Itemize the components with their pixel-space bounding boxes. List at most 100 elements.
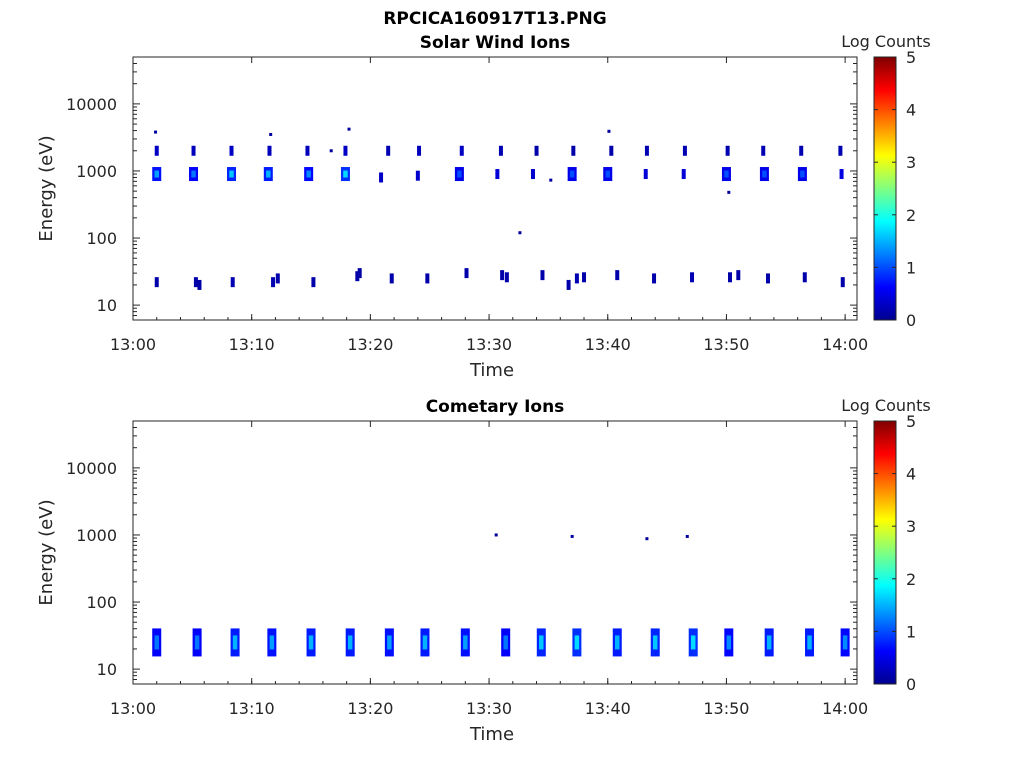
data-cell-core (842, 635, 848, 650)
data-cell-core (724, 170, 729, 178)
x-tick-label: 13:00 (110, 335, 156, 354)
data-cell-outer (464, 268, 469, 279)
data-cell-outer (570, 534, 574, 538)
y-tick-label: 10 (97, 660, 117, 679)
data-cell-core (614, 635, 620, 650)
data-cell-outer (193, 277, 198, 288)
data-cell-core (191, 170, 196, 178)
data-cell-core (652, 635, 658, 650)
data-cell-outer (355, 271, 360, 282)
data-cell-outer (305, 145, 310, 156)
y-tick-label: 1000 (76, 162, 117, 181)
colorbar-tick-label: 5 (906, 412, 916, 431)
data-cell-outer (197, 279, 202, 290)
y-tick-label: 10000 (66, 459, 117, 478)
data-cell-outer (275, 273, 280, 284)
data-cell-core (347, 635, 353, 650)
y-axis-label: Energy (eV) (36, 499, 57, 605)
plot-frame (132, 56, 858, 321)
data-cell-outer (357, 268, 362, 279)
data-cell-core (800, 170, 805, 178)
data-cell-outer (343, 145, 348, 156)
x-axis-label: Time (469, 724, 514, 745)
data-cell-outer (615, 270, 620, 281)
data-cell-outer (154, 130, 158, 134)
colorbar-tick-label: 5 (906, 48, 916, 67)
x-tick-label: 13:10 (229, 335, 275, 354)
x-tick-label: 14:00 (822, 699, 868, 718)
data-cell-outer (518, 231, 522, 235)
data-cell-outer (681, 169, 686, 180)
data-cell-core (457, 170, 462, 178)
data-cell-outer (329, 149, 333, 153)
colorbar-tick-label: 4 (906, 465, 916, 484)
data-cell-core (343, 170, 348, 178)
data-cell-outer (839, 169, 844, 180)
x-tick-label: 13:40 (585, 335, 631, 354)
data-cell-outer (725, 145, 730, 156)
figure-title: RPCICA160917T13.PNG (383, 9, 606, 29)
data-cell-core (762, 170, 767, 178)
x-tick-label: 13:50 (703, 699, 749, 718)
data-cell-outer (643, 169, 648, 180)
data-cell-outer (269, 132, 273, 136)
data-cell-outer (840, 277, 845, 288)
data-cell-outer (540, 270, 545, 281)
data-cell-core (503, 635, 508, 650)
data-cell-core (308, 635, 314, 650)
data-cell-outer (645, 537, 649, 541)
data-cell-outer (494, 533, 498, 537)
data-cell-outer (802, 272, 807, 283)
x-tick-label: 14:00 (822, 335, 868, 354)
data-cell-outer (495, 169, 500, 180)
data-cell-core (422, 635, 428, 650)
data-cell-outer (229, 145, 234, 156)
data-cell-core (726, 635, 732, 650)
data-cell-outer (500, 270, 505, 281)
colorbar-tick-label: 1 (906, 258, 916, 277)
data-cell-core (266, 170, 271, 178)
data-cell-core (807, 635, 812, 650)
data-cell-outer (311, 277, 316, 288)
colorbar-tick-label: 2 (906, 570, 916, 589)
x-tick-label: 13:30 (466, 699, 512, 718)
solar-wind-panel: Solar Wind Ions 13:00 13:10 13:20 13:30 13:40… (36, 32, 931, 381)
data-cell-outer (727, 190, 731, 194)
x-tick-label: 13:50 (703, 335, 749, 354)
data-cell-outer (690, 272, 695, 283)
data-cell-outer (347, 127, 351, 131)
data-cell-outer (389, 273, 394, 284)
data-cell-outer (682, 145, 687, 156)
data-cell-core (306, 170, 311, 178)
data-cell-outer (379, 172, 384, 183)
data-cell-outer (230, 277, 235, 288)
data-cell-outer (267, 145, 272, 156)
colorbar (873, 420, 897, 685)
colorbar-tick-label: 3 (906, 517, 916, 536)
spectrogram-cells (152, 127, 845, 290)
x-tick-label: 13:10 (229, 699, 275, 718)
spectrogram-cells (152, 533, 850, 657)
data-cell-outer (761, 145, 766, 156)
colorbar-label: Log Counts (841, 32, 931, 51)
data-cell-core (690, 635, 696, 650)
x-tick-label: 13:30 (466, 335, 512, 354)
data-cell-core (269, 635, 275, 650)
data-cell-core (574, 635, 580, 650)
colorbar (873, 56, 897, 321)
colorbar-tick-label: 1 (906, 622, 916, 641)
y-tick-label: 10 (97, 296, 117, 315)
data-cell-outer (504, 272, 509, 283)
data-cell-outer (652, 273, 657, 284)
data-cell-outer (417, 145, 422, 156)
x-tick-label: 13:40 (585, 699, 631, 718)
data-cell-core (605, 170, 611, 178)
colorbar-tick-label: 2 (906, 206, 916, 225)
data-cell-outer (609, 145, 614, 156)
x-axis-label: Time (469, 360, 514, 381)
data-cell-outer (799, 145, 804, 156)
data-cell-core (154, 170, 159, 178)
data-cell-outer (566, 279, 571, 290)
